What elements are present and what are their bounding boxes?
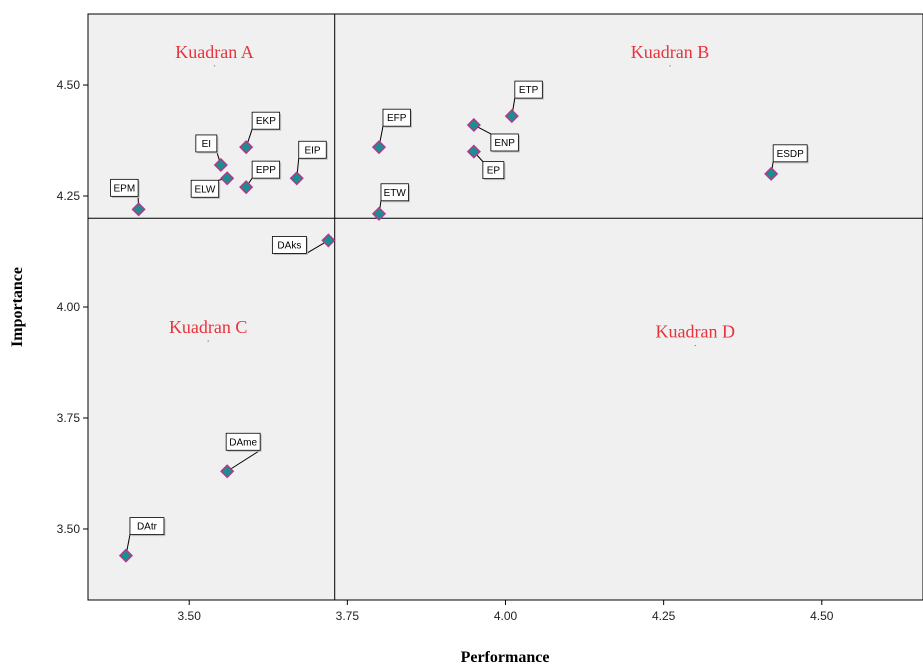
data-point: EKP [239,111,282,155]
data-point: ETP [504,80,544,124]
point-label-box [482,161,505,180]
diamond-marker [371,206,387,221]
x-axis-ticks: 3.50 3.75 4.00 4.25 4.50 [178,600,834,623]
quadrant-anchor-dot [207,340,209,342]
data-point: DAtr [118,517,166,563]
point-label-box [195,134,218,153]
point-label-box [772,144,808,163]
diamond-marker [321,233,336,248]
x-tick-label: 4.25 [652,609,676,623]
x-axis-title: Performance [461,649,550,666]
x-tick-label: 3.50 [178,609,202,623]
y-tick-label: 4.50 [57,78,81,92]
data-point: EP [466,144,506,181]
diamond-marker [131,202,146,217]
data-point: EFP [371,108,412,155]
point-label-box [271,236,307,254]
data-point: ELW [190,171,235,199]
point-label: EKP [256,116,276,127]
diamond-marker [466,144,481,159]
point-label-box [129,517,165,536]
y-axis-ticks: 3.50 3.75 4.00 4.25 4.50 [57,78,88,536]
plot-area [87,13,923,601]
quadrant-label: Kuadran C [169,317,247,337]
data-point: DAks [271,233,336,255]
quadrant-label: Kuadran D [656,322,735,342]
point-label: DAtr [137,522,158,533]
quadrant-label: Kuadran A [175,42,253,62]
point-label: EP [487,166,501,177]
quadrant-anchor-dot [694,344,696,347]
quadrant-labels: Kuadran A Kuadran B Kuadran C Kuadran D [169,42,735,347]
point-label: DAme [229,437,257,448]
y-tick-label: 4.00 [57,300,81,314]
point-label-box [190,179,220,198]
quadrant-divider-lines [88,14,923,600]
diamond-marker [239,140,254,155]
point-label: EPM [114,183,136,194]
x-tick-label: 3.75 [336,609,360,623]
point-label-box [251,160,281,179]
point-label-box [110,178,139,197]
y-tick-label: 3.75 [57,411,81,425]
data-point: DAme [220,432,262,479]
point-label-box [298,140,327,159]
y-axis-title: Importance [9,267,26,347]
point-label: EPP [256,165,276,176]
y-tick-label: 3.50 [57,522,81,536]
point-label: ETW [384,188,407,199]
diamond-marker [371,140,387,155]
data-point: EPP [239,160,282,195]
diamond-marker [764,166,779,181]
diamond-marker [118,548,134,563]
point-label-box [514,80,543,99]
point-label: ETP [519,85,539,96]
data-points: EPM EI ELW EKP EPP EIP DAks EFP ETW ENP EP ETP ESDP D… [110,80,809,563]
data-point: EPM [110,178,146,217]
diamond-marker [213,157,228,172]
point-label: ENP [494,138,515,149]
quadrant-anchor-dot [669,65,671,67]
point-label: DAks [277,240,301,251]
point-label-box [382,108,411,127]
point-label-box [225,432,261,451]
point-label: ESDP [777,149,805,160]
diamond-marker [239,180,254,195]
data-point: ENP [466,117,520,153]
point-label: ELW [194,184,215,195]
label-leader-line [226,449,261,472]
x-tick-label: 4.00 [494,609,518,623]
point-label: EFP [387,113,407,124]
point-label-box [490,133,519,152]
diamond-marker [220,171,235,186]
x-tick-label: 4.50 [810,609,834,623]
quadrant-label: Kuadran B [631,42,709,62]
point-label-box [380,183,409,202]
data-point: ETW [371,183,410,221]
y-tick-label: 4.25 [57,189,81,203]
diamond-marker [289,171,304,186]
diamond-marker [466,117,481,133]
point-label: EIP [304,145,320,156]
data-point: EIP [289,140,328,186]
quadrant-anchor-dot [213,65,216,67]
diamond-marker [220,464,235,479]
data-point: ESDP [764,144,809,181]
diamond-marker [504,109,519,124]
point-label: EI [202,139,211,150]
point-label-box [251,111,281,130]
data-point: EI [195,134,228,172]
